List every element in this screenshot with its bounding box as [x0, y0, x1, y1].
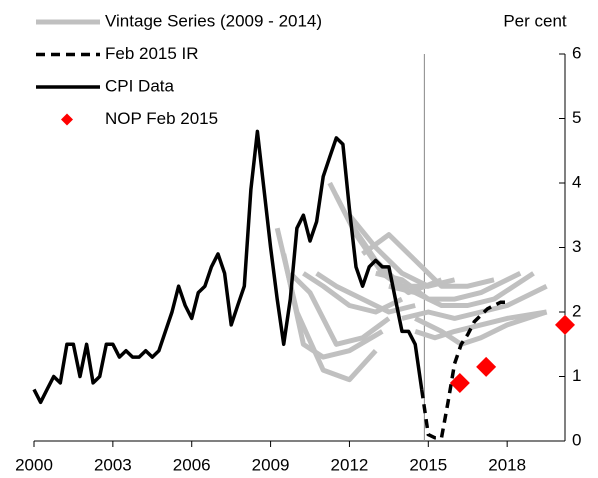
legend-label: Vintage Series (2009 - 2014): [105, 11, 322, 30]
x-tick-label: 2006: [173, 455, 211, 474]
legend-label: Feb 2015 IR: [105, 44, 199, 63]
x-tick-label: 2012: [331, 455, 369, 474]
marker: [555, 314, 575, 335]
y-tick-label: 2: [572, 301, 581, 320]
vintage-line: [281, 253, 384, 360]
vintage-line: [361, 232, 495, 289]
y-tick-label: 4: [572, 172, 581, 191]
x-tick-label: 2015: [409, 455, 447, 474]
y-tick-label: 1: [572, 366, 581, 385]
legend-label: NOP Feb 2015: [105, 109, 218, 128]
vintage-line: [288, 271, 391, 347]
x-tick-label: 2009: [252, 455, 290, 474]
series-line: [32, 129, 424, 405]
marker: [476, 356, 497, 377]
marker: [449, 372, 470, 393]
y-tick-label: 6: [572, 43, 581, 62]
x-tick-label: 2003: [94, 455, 132, 474]
vintage-line: [388, 271, 535, 308]
y-tick-label: 0: [572, 430, 581, 449]
y-tick-label: 3: [572, 237, 581, 256]
legend-label: CPI Data: [105, 76, 175, 95]
vintage-line: [414, 309, 548, 347]
y-axis-label: Per cent: [503, 11, 567, 30]
legend-marker: [61, 113, 73, 126]
vintage-line: [375, 270, 522, 302]
vintage-line: [401, 283, 548, 321]
vintage-line: [414, 309, 548, 341]
y-tick-label: 5: [572, 108, 581, 127]
x-tick-label: 2000: [15, 455, 53, 474]
x-tick-label: 2018: [488, 455, 526, 474]
